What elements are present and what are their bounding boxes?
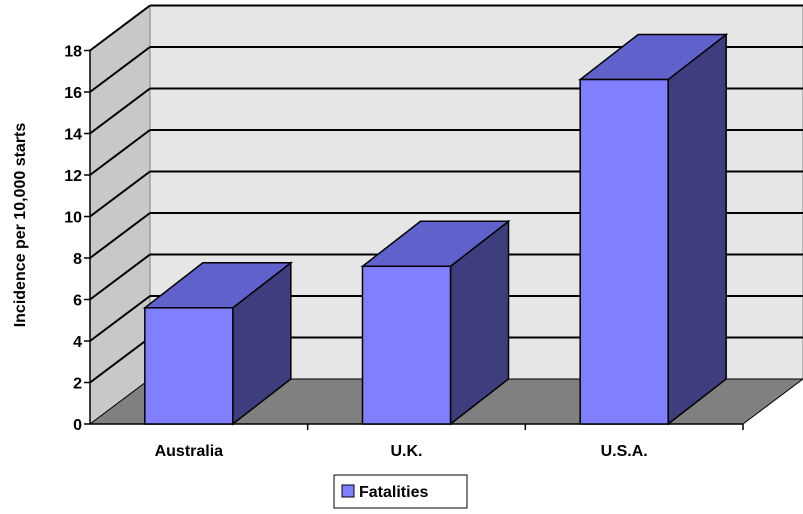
gridline-diagonal: [89, 129, 151, 176]
y-tick-label: 10: [64, 210, 82, 227]
bar-side-face: [667, 33, 727, 426]
legend-box: [333, 474, 468, 509]
bar-u-s-a: [577, 33, 729, 426]
gridline-diagonal: [89, 212, 151, 259]
y-tick-label: 2: [73, 376, 82, 393]
gridline-diagonal: [89, 87, 151, 135]
y-tick-label: 0: [73, 417, 82, 434]
legend-label-fatalities: Fatalities: [359, 484, 428, 501]
y-tick-label: 8: [73, 251, 82, 268]
bar-u-k: [360, 219, 511, 426]
gridline-diagonal: [89, 336, 151, 384]
gridline-diagonal: [89, 46, 151, 93]
y-tick-label: 14: [64, 127, 82, 144]
gridline-diagonal: [89, 253, 151, 301]
x-tick-label: U.K.: [391, 443, 423, 460]
legend: Fatalities: [333, 474, 468, 509]
tick-labels: 0 2 4 6 8 10 12 14 16 18 Australia U.K. U.S.A.: [64, 44, 648, 461]
y-tick-label: 18: [64, 44, 82, 61]
x-tick-label: Australia: [155, 443, 224, 460]
bar-front-face: [361, 265, 452, 425]
legend-swatch-fatalities: [341, 484, 355, 498]
y-tick-label: 6: [73, 293, 82, 310]
x-tick-label: U.S.A.: [601, 443, 648, 460]
y-axis-title: Incidence per 10,000 starts: [12, 123, 29, 328]
bars: [142, 33, 729, 426]
gridline-diagonal: [89, 170, 151, 218]
gridline-diagonal: [89, 4, 151, 52]
bar-australia: [142, 261, 294, 426]
gridline-diagonal: [89, 295, 151, 342]
y-tick-label: 12: [64, 168, 82, 185]
y-tick-label: 4: [73, 334, 82, 351]
bar-front-face: [144, 307, 234, 425]
bar-front-face: [579, 78, 669, 425]
y-tick-label: 16: [64, 85, 82, 102]
